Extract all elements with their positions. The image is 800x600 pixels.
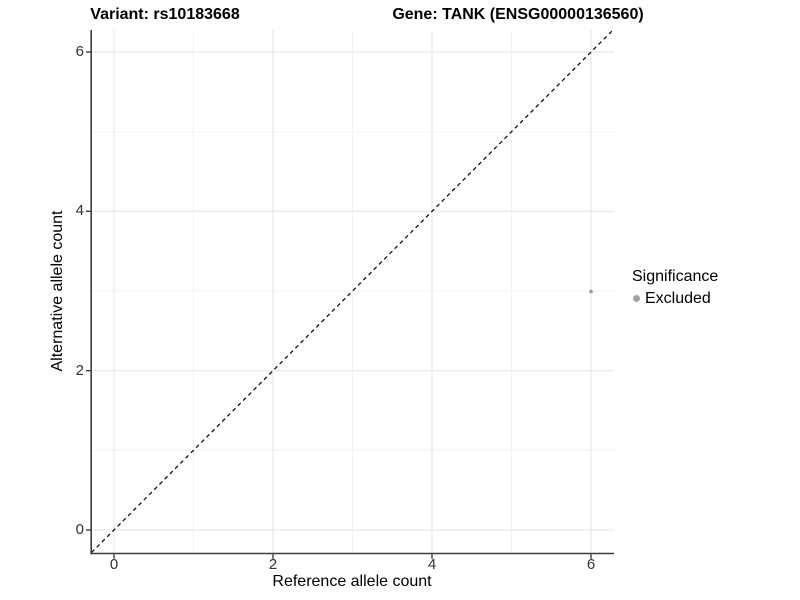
- y-tick-label-4: 4: [75, 202, 84, 219]
- axis-tick-marks: [86, 51, 592, 559]
- identity-reference-line: [91, 29, 614, 553]
- legend-item-excluded: Excluded: [633, 290, 718, 307]
- variant-title: Variant: rs10183668: [90, 6, 240, 23]
- axis-lines: [90, 30, 614, 555]
- legend: Significance Excluded: [632, 268, 718, 307]
- x-tick-label-6: 6: [586, 556, 596, 573]
- x-axis-title: Reference allele count: [272, 573, 432, 590]
- y-tick-label-2: 2: [75, 362, 84, 379]
- y-axis-title: Alternative allele count: [49, 210, 66, 372]
- major-gridlines: [91, 30, 614, 553]
- legend-item-label: Excluded: [645, 290, 711, 307]
- x-tick-label-4: 4: [427, 556, 437, 573]
- gene-title: Gene: TANK (ENSG00000136560): [392, 6, 644, 23]
- y-tick-label-6: 6: [75, 43, 84, 60]
- legend-title: Significance: [632, 268, 719, 285]
- x-tick-label-2: 2: [268, 556, 278, 573]
- minor-gridlines: [91, 30, 614, 553]
- legend-point-icon: [633, 295, 640, 302]
- y-tick-label-0: 0: [75, 521, 84, 538]
- data-point: [589, 289, 593, 294]
- x-tick-label-0: 0: [109, 556, 119, 573]
